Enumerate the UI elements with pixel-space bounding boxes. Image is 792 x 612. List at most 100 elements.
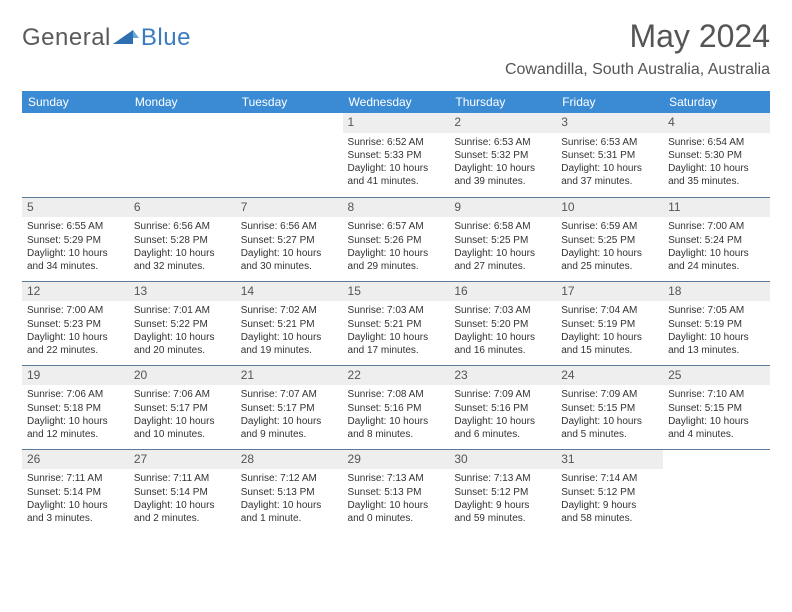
day-info-line: Sunset: 5:27 PM [241, 234, 338, 247]
day-info-line: Sunrise: 7:06 AM [134, 388, 231, 401]
calendar-cell: 28Sunrise: 7:12 AMSunset: 5:13 PMDayligh… [236, 449, 343, 533]
day-header: Saturday [663, 91, 770, 113]
calendar-cell: 10Sunrise: 6:59 AMSunset: 5:25 PMDayligh… [556, 197, 663, 281]
calendar-cell: 7Sunrise: 6:56 AMSunset: 5:27 PMDaylight… [236, 197, 343, 281]
calendar-table: SundayMondayTuesdayWednesdayThursdayFrid… [22, 91, 770, 533]
day-info-line: Sunrise: 7:11 AM [134, 472, 231, 485]
day-info-line: Sunset: 5:31 PM [561, 149, 658, 162]
day-info-line: Sunset: 5:30 PM [668, 149, 765, 162]
calendar-cell: 12 Sunrise: 7:00 AMSunset: 5:23 PMDayligh… [22, 281, 129, 365]
day-info-line: Daylight: 10 hours [27, 247, 124, 260]
day-number: 13 [129, 282, 236, 302]
day-info-line: Sunrise: 6:53 AM [454, 136, 551, 149]
day-info-line: Sunrise: 6:59 AM [561, 220, 658, 233]
day-number: 31 [556, 450, 663, 470]
day-info-line: and 9 minutes. [241, 428, 338, 441]
day-info-line: Daylight: 10 hours [27, 331, 124, 344]
day-info-line: Daylight: 10 hours [454, 247, 551, 260]
calendar-cell: 21Sunrise: 7:07 AMSunset: 5:17 PMDayligh… [236, 365, 343, 449]
day-number: 14 [236, 282, 343, 302]
month-title: May 2024 [505, 18, 770, 55]
day-info-line: Daylight: 10 hours [134, 415, 231, 428]
day-info-line: and 2 minutes. [134, 512, 231, 525]
day-info-line: and 39 minutes. [454, 175, 551, 188]
day-info-line: and 24 minutes. [668, 260, 765, 273]
day-info-line: Sunset: 5:28 PM [134, 234, 231, 247]
day-number: 2 [449, 113, 556, 133]
day-info-line: Daylight: 10 hours [348, 162, 445, 175]
day-info-line: Sunset: 5:23 PM [27, 318, 124, 331]
day-info-line: and 0 minutes. [348, 512, 445, 525]
day-info-line: Daylight: 10 hours [27, 499, 124, 512]
day-info-line: and 30 minutes. [241, 260, 338, 273]
day-info-line: Daylight: 9 hours [561, 499, 658, 512]
day-number: 8 [343, 198, 450, 218]
calendar-cell: 13Sunrise: 7:01 AMSunset: 5:22 PMDayligh… [129, 281, 236, 365]
day-info-line: Sunset: 5:21 PM [241, 318, 338, 331]
day-info-line: Sunset: 5:25 PM [454, 234, 551, 247]
day-number: 20 [129, 366, 236, 386]
calendar-cell: 30Sunrise: 7:13 AMSunset: 5:12 PMDayligh… [449, 449, 556, 533]
day-info-line: Daylight: 9 hours [454, 499, 551, 512]
calendar-cell: 3Sunrise: 6:53 AMSunset: 5:31 PMDaylight… [556, 113, 663, 197]
day-info-line: Sunset: 5:15 PM [668, 402, 765, 415]
calendar-cell: 16Sunrise: 7:03 AMSunset: 5:20 PMDayligh… [449, 281, 556, 365]
day-info-line: Sunset: 5:18 PM [27, 402, 124, 415]
day-info-line: Sunset: 5:33 PM [348, 149, 445, 162]
day-info-line: Sunrise: 7:07 AM [241, 388, 338, 401]
day-info-line: Sunset: 5:12 PM [454, 486, 551, 499]
calendar-cell: 8Sunrise: 6:57 AMSunset: 5:26 PMDaylight… [343, 197, 450, 281]
day-header: Monday [129, 91, 236, 113]
day-info-line: Daylight: 10 hours [134, 247, 231, 260]
calendar-cell: 15Sunrise: 7:03 AMSunset: 5:21 PMDayligh… [343, 281, 450, 365]
day-info-line: Daylight: 10 hours [454, 415, 551, 428]
day-info-line: and 29 minutes. [348, 260, 445, 273]
day-number: 24 [556, 366, 663, 386]
day-info-line: Sunset: 5:16 PM [348, 402, 445, 415]
calendar-cell: 31Sunrise: 7:14 AMSunset: 5:12 PMDayligh… [556, 449, 663, 533]
logo-text-blue: Blue [141, 24, 191, 52]
calendar-cell: 25Sunrise: 7:10 AMSunset: 5:15 PMDayligh… [663, 365, 770, 449]
day-header: Sunday [22, 91, 129, 113]
day-info-line: Daylight: 10 hours [454, 162, 551, 175]
day-info-line: and 25 minutes. [561, 260, 658, 273]
day-info-line: and 8 minutes. [348, 428, 445, 441]
day-header: Friday [556, 91, 663, 113]
day-info-line: Daylight: 10 hours [668, 331, 765, 344]
day-info-line: and 37 minutes. [561, 175, 658, 188]
day-info-line: Sunrise: 7:00 AM [27, 304, 124, 317]
day-info-line: Daylight: 10 hours [668, 162, 765, 175]
day-info-line: Daylight: 10 hours [668, 247, 765, 260]
day-info-line: Sunrise: 7:04 AM [561, 304, 658, 317]
day-info-line: Sunrise: 7:01 AM [134, 304, 231, 317]
day-header: Thursday [449, 91, 556, 113]
day-info-line: Sunrise: 7:05 AM [668, 304, 765, 317]
day-number: 4 [663, 113, 770, 133]
day-info-line: and 17 minutes. [348, 344, 445, 357]
day-info-line: Sunrise: 7:11 AM [27, 472, 124, 485]
day-info-line: Daylight: 10 hours [134, 331, 231, 344]
day-number: 29 [343, 450, 450, 470]
day-info-line: and 4 minutes. [668, 428, 765, 441]
day-info-line: Sunset: 5:21 PM [348, 318, 445, 331]
calendar-cell: 27Sunrise: 7:11 AMSunset: 5:14 PMDayligh… [129, 449, 236, 533]
calendar-cell: 14Sunrise: 7:02 AMSunset: 5:21 PMDayligh… [236, 281, 343, 365]
day-info-line: Sunset: 5:19 PM [668, 318, 765, 331]
calendar-cell: 4 Sunrise: 6:54 AMSunset: 5:30 PMDaylight… [663, 113, 770, 197]
day-info-line: Daylight: 10 hours [668, 415, 765, 428]
day-info-line: Sunrise: 7:09 AM [561, 388, 658, 401]
day-info-line: and 5 minutes. [561, 428, 658, 441]
day-info-line: Sunrise: 6:54 AM [668, 136, 765, 149]
day-info-line: Daylight: 10 hours [241, 415, 338, 428]
calendar-cell: 2Sunrise: 6:53 AMSunset: 5:32 PMDaylight… [449, 113, 556, 197]
calendar-cell: 19Sunrise: 7:06 AMSunset: 5:18 PMDayligh… [22, 365, 129, 449]
day-info-line: and 15 minutes. [561, 344, 658, 357]
day-info-line: Daylight: 10 hours [348, 247, 445, 260]
day-info-line: Sunrise: 7:14 AM [561, 472, 658, 485]
day-info-line: Sunrise: 7:00 AM [668, 220, 765, 233]
day-number: 12 [22, 282, 129, 302]
day-info-line: Daylight: 10 hours [561, 247, 658, 260]
day-info-line: and 1 minute. [241, 512, 338, 525]
day-info-line: Sunrise: 7:06 AM [27, 388, 124, 401]
day-info-line: and 19 minutes. [241, 344, 338, 357]
